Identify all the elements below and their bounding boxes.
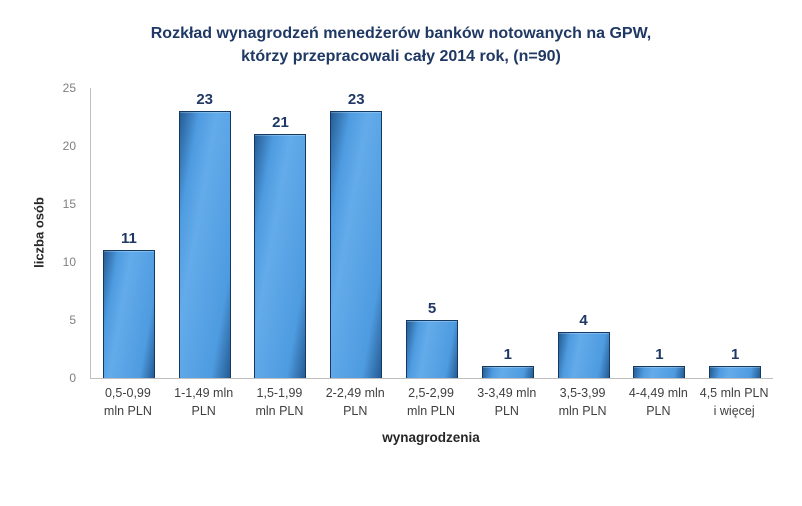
category-label: 3-3,49 mln PLN <box>477 386 537 419</box>
category-label: 3,5-3,99 mln PLN <box>558 386 607 419</box>
y-tick-label: 20 <box>62 139 76 153</box>
bar-value-label: 11 <box>120 230 137 248</box>
x-axis-category-labels: 0,5-0,99 mln PLN 1-1,49 mln PLN 1,5-1,99 m… <box>90 384 772 420</box>
category-label: 2,5-2,99 mln PLN <box>407 386 455 419</box>
y-tick-label: 5 <box>69 313 76 327</box>
plot-area: 11 23 21 23 5 1 4 1 1 <box>90 88 773 379</box>
x-axis-title: wynagrodzenia <box>382 430 480 445</box>
y-tick-label: 10 <box>62 255 76 269</box>
bar-group: 1 <box>621 88 697 378</box>
bar-group: 1 <box>697 88 773 378</box>
category-label: 4,5 mln PLN i więcej <box>699 386 769 419</box>
bar-value-label: 23 <box>196 91 214 109</box>
category-label: 1-1,49 mln PLN <box>174 386 234 419</box>
category-label: 0,5-0,99 mln PLN <box>103 386 152 419</box>
bar-group: 21 <box>243 88 319 378</box>
bar <box>709 366 762 378</box>
bar <box>178 111 231 378</box>
chart-title-line2: którzy przepracowali cały 2014 rok, (n=9… <box>241 48 561 66</box>
y-tick-label: 15 <box>62 197 76 211</box>
category-label: 1,5-1,99 mln PLN <box>255 386 304 419</box>
bar-group: 1 <box>470 88 546 378</box>
bar-group: 23 <box>318 88 394 378</box>
bar-group: 5 <box>394 88 470 378</box>
bar <box>102 250 155 378</box>
y-axis-ticks: 0 5 10 15 20 25 <box>40 81 82 385</box>
bar-value-label: 23 <box>347 91 365 109</box>
bar <box>330 111 383 378</box>
chart-title-line1: Rozkład wynagrodzeń menedżerów banków no… <box>150 25 652 42</box>
bar <box>633 366 686 378</box>
bar <box>406 320 459 378</box>
category-label: 4-4,49 mln PLN <box>628 386 688 419</box>
bar <box>557 331 610 378</box>
bar-value-label: 1 <box>730 346 740 364</box>
y-tick-label: 0 <box>69 371 76 385</box>
bar-value-label: 1 <box>503 346 512 364</box>
y-tick-label: 25 <box>62 81 76 95</box>
bar-value-label: 21 <box>272 114 289 132</box>
chart-title: Rozkład wynagrodzeń menedżerów banków no… <box>0 22 802 68</box>
bar-group: 11 <box>91 88 167 378</box>
bar-value-label: 1 <box>655 346 664 364</box>
bar-value-label: 4 <box>579 311 588 329</box>
bar-value-label: 5 <box>427 300 437 317</box>
category-label: 2-2,49 mln PLN <box>325 386 385 419</box>
bar-group: 23 <box>167 88 243 378</box>
bar <box>254 134 307 378</box>
bar <box>481 366 534 378</box>
bar-group: 4 <box>546 88 622 378</box>
